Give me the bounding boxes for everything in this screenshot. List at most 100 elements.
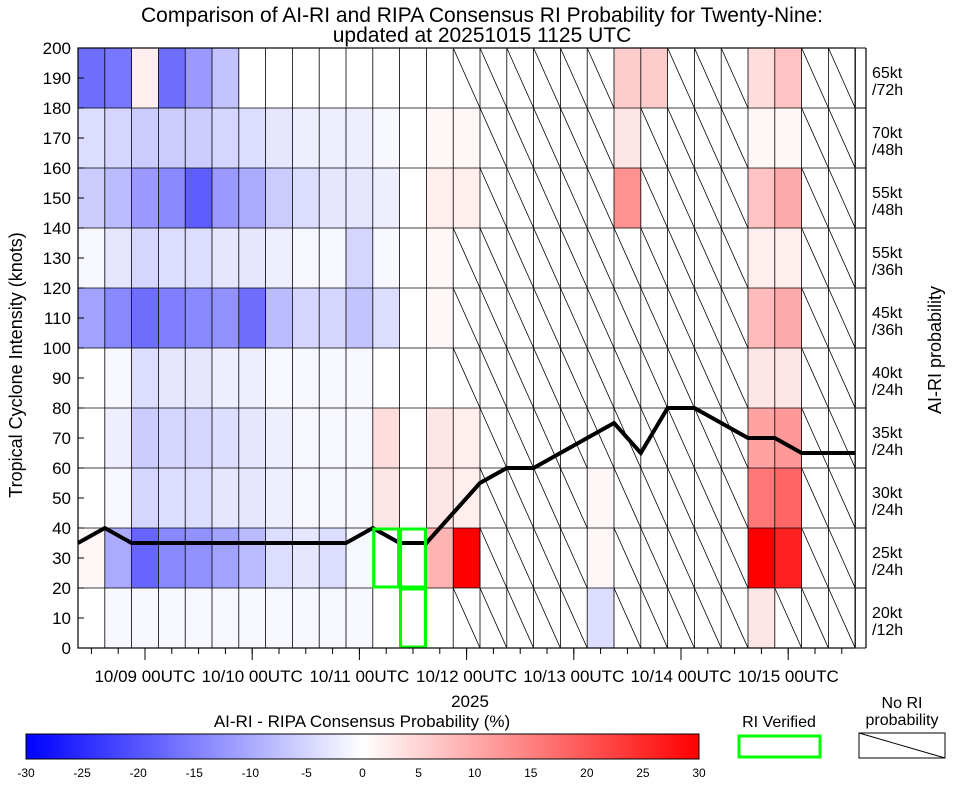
hatch-line [667,107,695,169]
heatmap-cell [453,108,481,168]
band-label-line2: /12h [872,622,903,639]
heatmap-cell [346,288,374,348]
hatch-line [560,347,588,409]
band-label-line2: /72h [872,82,903,99]
colorbar-tick-label: 5 [415,766,422,780]
heatmap-cell [238,528,266,588]
hatch-line [452,587,481,649]
x-tick-label: 10/12 00UTC [416,667,517,686]
heatmap-cell [426,408,454,468]
hatch-line [720,167,749,229]
heatmap-cell [185,288,213,348]
ri-verified-box [372,527,401,589]
y-tick-label: 30 [52,549,71,568]
heatmap-cell [748,468,776,528]
hatch-line [720,47,749,109]
heatmap-cell [292,588,320,648]
heatmap-cell [131,168,159,228]
heatmap-cell [319,348,347,408]
x-tick-label: 10/15 00UTC [738,667,839,686]
legend-no-ri-label-line2: probability [866,712,939,729]
band-label-line1: 65kt [872,65,903,82]
hatch-line [828,227,856,289]
heatmap-cell [748,48,776,108]
hatch-line [586,227,615,289]
heatmap-cell [372,108,400,168]
hatch-line [720,587,749,649]
hatch-line [694,47,722,109]
hatch-line [586,167,615,229]
band-label-line1: 70kt [872,125,903,142]
heatmap-cell [131,588,159,648]
heatmap-cell [614,168,642,228]
heatmap-cell [346,468,374,528]
hatch-line [506,167,534,229]
hatch-line [479,167,508,229]
hatch-line [667,407,695,469]
heatmap-cell [265,168,293,228]
heatmap-cell [453,408,481,468]
heatmap-cell [158,288,186,348]
heatmap-cell [426,108,454,168]
ri-verified-boxes [372,527,427,649]
heatmap-cell [158,528,186,588]
heatmap-cell [265,108,293,168]
heatmap-cell [748,108,776,168]
hatch-line [694,347,722,409]
hatch-line [560,287,588,349]
heatmap-cell [453,168,481,228]
heatmap-cell [346,348,374,408]
heatmap-cell [104,228,132,288]
hatch-line [533,47,561,109]
hatch-line [828,527,856,589]
hatch-line [506,47,534,109]
hatch-line [506,227,534,289]
hatch-line [720,287,749,349]
right-axis-label: AI-RI probability [925,286,945,414]
hatch-line [613,587,642,649]
heatmap-cell [104,48,132,108]
hatch-line [694,167,722,229]
colorbar-tick-label: 25 [636,766,650,780]
heatmap-cell [212,48,240,108]
hatch-line [479,227,508,289]
heatmap-cells [78,48,802,648]
heatmap-cell [587,468,615,528]
x-tick-label: 10/14 00UTC [630,667,731,686]
heatmap-cell [131,348,159,408]
y-tick-label: 10 [52,609,71,628]
heatmap-cell [104,108,132,168]
heatmap-cell [346,528,374,588]
hatch-line [801,107,829,169]
hatch-line [801,287,829,349]
hatch-line [560,47,588,109]
y-tick-label: 180 [43,99,71,118]
hatch-line [560,227,588,289]
heatmap-cell [346,108,374,168]
heatmap-cell [265,228,293,288]
heatmap-cell [104,408,132,468]
hatch-line [613,227,642,289]
heatmap-cell [346,588,374,648]
heatmap-cell [131,288,159,348]
hatch-line [506,407,534,469]
heatmap-cell [774,228,802,288]
heatmap-cell [158,588,186,648]
colorbar-tick-label: 15 [524,766,538,780]
hatch-line [452,47,481,109]
hatch-line [828,407,856,469]
hatch-line [828,167,856,229]
heatmap-cell [372,468,400,528]
hatch-line [506,587,534,649]
hatch-line [533,227,561,289]
band-label-line1: 55kt [872,185,903,202]
heatmap-cell [292,288,320,348]
hatch-line [828,467,856,529]
heatmap-cell [319,228,347,288]
hatch-line [613,287,642,349]
hatch-line [640,587,668,649]
band-label-line1: 20kt [872,605,903,622]
hatch-line [613,527,642,589]
heatmap-cell [774,168,802,228]
